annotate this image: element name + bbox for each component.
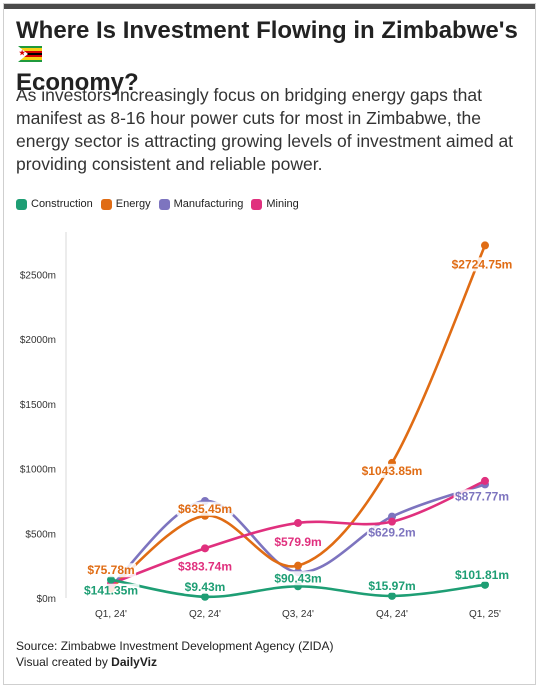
legend-swatch	[16, 198, 27, 210]
data-label-bg	[183, 579, 227, 594]
y-tick-label: $1500m	[20, 400, 56, 411]
legend-label: Construction	[31, 198, 93, 210]
series-line-manufacturing	[109, 483, 487, 588]
data-point-mining	[201, 544, 209, 553]
data-label-bg	[360, 463, 424, 478]
data-point-mining	[294, 518, 302, 527]
data-label-bg	[453, 489, 511, 504]
title-line-1: Where Is Investment Flowing in Zimbabwe'…	[16, 17, 518, 44]
chart-legend: Construction Energy Manufacturing Mining	[16, 196, 307, 212]
legend-swatch	[251, 198, 263, 210]
data-label-manufacturing: $877.77m	[455, 489, 509, 503]
infographic-card: Where Is Investment Flowing in Zimbabwe'…	[3, 3, 536, 685]
data-label-bg	[176, 501, 234, 516]
y-tick-label: $2500m	[20, 271, 56, 282]
x-tick-label: Q1, 25'	[469, 609, 501, 620]
x-tick-label: Q2, 24'	[189, 609, 221, 620]
title-line-2: Economy?	[16, 69, 139, 96]
data-label-energy: $75.78m	[87, 563, 134, 577]
data-label-bg	[176, 559, 234, 574]
data-point-energy	[481, 241, 489, 250]
data-label-energy: $2724.75m	[452, 257, 513, 271]
data-label-bg	[82, 583, 140, 598]
data-label-mining: $383.74m	[178, 559, 232, 573]
source-note: Source: Zimbabwe Investment Development …	[16, 639, 334, 653]
data-label-construction: $9.43m	[185, 580, 226, 594]
y-tick-label: $500m	[25, 529, 56, 540]
data-label-bg	[450, 257, 514, 272]
y-tick-label: $1000m	[20, 465, 56, 476]
data-label-construction: $141.35m	[84, 584, 138, 598]
data-point-construction	[481, 580, 489, 589]
legend-item-energy[interactable]: Energy	[100, 198, 151, 210]
data-label-bg	[272, 571, 324, 586]
legend-item-construction[interactable]: Construction	[16, 198, 93, 210]
legend-swatch	[158, 198, 170, 210]
data-label-construction: $15.97m	[368, 579, 415, 593]
zimbabwe-flag-icon: ★	[18, 46, 42, 62]
x-tick-label: Q3, 24'	[282, 609, 314, 620]
legend-swatch	[100, 198, 112, 210]
line-chart: $0m $500m $1000m $1500m $2000m $2500m Q1, 24' Q…	[20, 232, 514, 620]
legend-label: Mining	[266, 198, 299, 210]
data-label-mining: $579.9m	[274, 535, 321, 549]
data-label-construction: $101.81m	[455, 568, 509, 582]
data-label-bg	[453, 567, 511, 582]
top-accent-bar	[4, 4, 535, 9]
data-point-energy	[294, 561, 302, 570]
data-label-bg	[272, 534, 324, 549]
credit-brand: DailyViz	[111, 655, 157, 669]
data-label-bg	[366, 525, 418, 540]
series-line-energy	[109, 244, 487, 590]
data-point-construction	[388, 591, 396, 600]
y-tick-label: $0m	[37, 594, 56, 605]
legend-label: Energy	[115, 198, 151, 210]
data-label-bg	[366, 578, 418, 593]
data-label-energy: $635.45m	[178, 502, 232, 516]
chart-title: Where Is Investment Flowing in Zimbabwe'…	[16, 18, 526, 96]
data-point-construction	[107, 575, 115, 584]
legend-label: Manufacturing	[173, 198, 244, 210]
data-point-construction	[201, 592, 209, 601]
y-tick-label: $2000m	[20, 335, 56, 346]
data-point-mining	[388, 517, 396, 526]
credit-note: Visual created by DailyViz	[16, 654, 157, 670]
legend-item-manufacturing[interactable]: Manufacturing	[158, 198, 244, 210]
data-label-bg	[85, 563, 137, 578]
data-label-manufacturing: $629.2m	[368, 526, 415, 540]
credit-prefix: Visual created by	[16, 655, 112, 669]
legend-item-mining[interactable]: Mining	[251, 198, 299, 210]
data-label-construction: $90.43m	[274, 571, 321, 585]
chart-subtitle: As investors increasingly focus on bridg…	[16, 85, 514, 174]
data-label-energy: $1043.85m	[362, 464, 423, 478]
x-tick-label: Q1, 24'	[95, 609, 127, 620]
data-point-mining	[481, 476, 489, 485]
x-tick-label: Q4, 24'	[376, 609, 408, 620]
